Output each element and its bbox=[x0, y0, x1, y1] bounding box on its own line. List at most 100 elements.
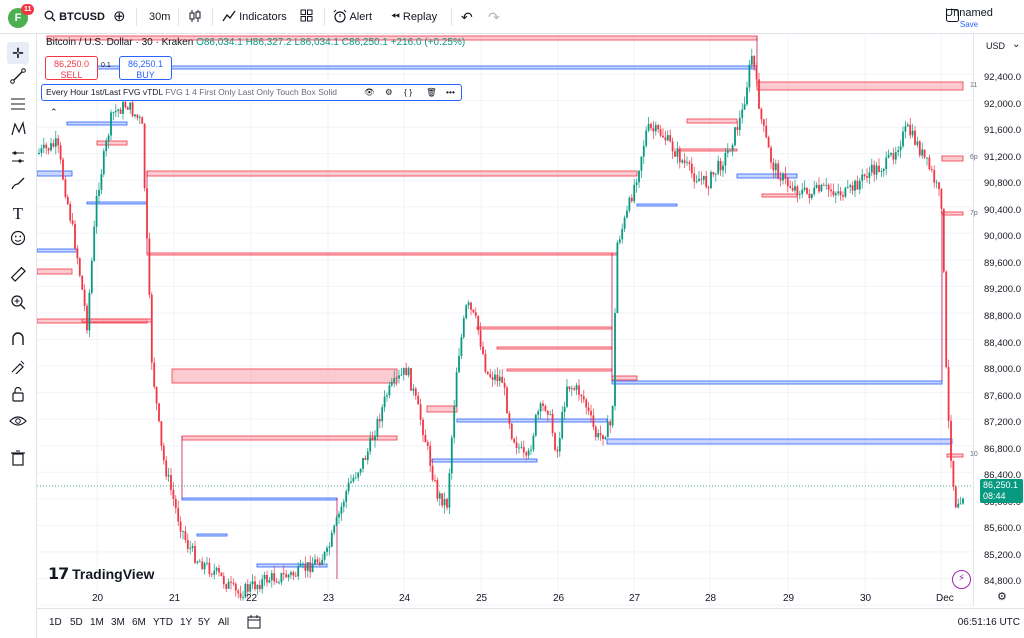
candle-body bbox=[172, 489, 175, 500]
chevron-down-icon[interactable]: ⌄ bbox=[1012, 39, 1021, 50]
magnet-tool[interactable] bbox=[7, 331, 29, 353]
source-code-icon[interactable]: { } bbox=[404, 87, 413, 97]
candle-body bbox=[549, 413, 552, 415]
text-tool[interactable]: T bbox=[7, 203, 29, 225]
settings-icon[interactable]: ⚙︎ bbox=[385, 87, 393, 97]
lightning-icon[interactable]: ⚡︎ bbox=[952, 570, 971, 589]
candle-body bbox=[582, 396, 585, 400]
timeframe-3m[interactable]: 3M bbox=[111, 617, 125, 628]
visibility-tool[interactable] bbox=[7, 412, 29, 434]
notification-badge: 11 bbox=[21, 4, 35, 15]
timeframe-ytd[interactable]: YTD bbox=[153, 617, 173, 628]
fvg-box bbox=[96, 140, 128, 146]
pattern-tool[interactable] bbox=[7, 120, 29, 143]
timeframe-1m[interactable]: 1M bbox=[90, 617, 104, 628]
eye-icon[interactable]: 👁︎ bbox=[364, 87, 375, 97]
candle-body bbox=[945, 271, 948, 368]
fib-tool[interactable] bbox=[7, 95, 29, 117]
fvg-box bbox=[476, 326, 613, 330]
candle-body bbox=[508, 413, 511, 424]
utc-clock[interactable]: 06:51:16 UTC bbox=[957, 617, 1020, 628]
compare-add-button[interactable]: ⊕ bbox=[113, 0, 126, 34]
timeframe-1y[interactable]: 1Y bbox=[180, 617, 193, 628]
candle-body bbox=[638, 170, 640, 183]
collapse-icon[interactable]: ⌃ bbox=[50, 107, 58, 117]
trendline-tool[interactable] bbox=[7, 68, 29, 90]
brush-tool[interactable] bbox=[7, 175, 29, 197]
candle-body bbox=[758, 79, 760, 109]
candle-body bbox=[887, 154, 890, 158]
timeframe-6m[interactable]: 6M bbox=[132, 617, 146, 628]
ohlc-high: H86,327.2 bbox=[245, 37, 292, 48]
candle-body bbox=[911, 130, 914, 136]
top-toolbar: F 11 BTCUSD ⊕ 30m Indicators Alert ⏪︎ Re… bbox=[0, 0, 1024, 34]
spread-value: 0.1 bbox=[101, 62, 111, 69]
fvg-box bbox=[37, 170, 73, 177]
zoom-icon bbox=[11, 295, 26, 310]
crosshair-tool[interactable]: ✛ bbox=[7, 42, 29, 64]
fvg-box bbox=[611, 380, 943, 385]
symbol-search[interactable]: BTCUSD bbox=[44, 0, 105, 34]
candle-body bbox=[844, 187, 847, 197]
timeframe-all[interactable]: All bbox=[218, 617, 230, 628]
lock-drawing-tool[interactable] bbox=[7, 358, 29, 380]
goto-date-button[interactable] bbox=[247, 615, 261, 632]
zoom-tool[interactable] bbox=[7, 294, 29, 316]
tradingview-logo[interactable]: 𝟭𝟳 TradingView bbox=[48, 564, 154, 584]
time-axis[interactable]: 20 21 22 23 24 25 26 27 28 29 30 Dec bbox=[37, 590, 973, 606]
templates-button[interactable] bbox=[300, 0, 313, 34]
checkbox-icon bbox=[946, 9, 959, 22]
gear-icon[interactable]: ⚙︎ bbox=[997, 591, 1007, 603]
replay-button[interactable]: ⏪︎ Replay bbox=[391, 0, 437, 34]
user-avatar[interactable]: F 11 bbox=[8, 4, 35, 28]
indicators-button[interactable]: Indicators bbox=[222, 0, 287, 34]
currency-label[interactable]: USD bbox=[986, 41, 1006, 51]
candle-body bbox=[563, 406, 566, 412]
remove-drawings-tool[interactable] bbox=[7, 450, 29, 472]
candle-body bbox=[174, 499, 177, 509]
candle-body bbox=[491, 376, 494, 380]
logo-text: TradingView bbox=[72, 566, 155, 582]
candle-body bbox=[736, 127, 739, 131]
more-icon[interactable]: ••• bbox=[446, 87, 455, 97]
candle-body bbox=[695, 181, 698, 183]
interval-button[interactable]: 30m bbox=[149, 11, 171, 23]
candle-body bbox=[38, 152, 40, 154]
layout-name: Unnamed bbox=[945, 7, 993, 19]
redo-button[interactable]: ↷ bbox=[488, 0, 500, 34]
text-icon: T bbox=[12, 204, 24, 223]
trash-icon[interactable]: 🗑︎ bbox=[426, 87, 437, 97]
candle-body bbox=[676, 148, 679, 157]
candle-body bbox=[767, 137, 770, 148]
chart-type-button[interactable] bbox=[188, 0, 202, 34]
forecast-tool[interactable] bbox=[7, 148, 29, 170]
candle-body bbox=[136, 114, 139, 118]
lock-tool[interactable] bbox=[7, 386, 29, 408]
price-chart[interactable] bbox=[37, 34, 973, 606]
candle-body bbox=[201, 561, 204, 570]
symbol-title[interactable]: Bitcoin / U.S. Dollar · 30 · Kraken bbox=[46, 37, 194, 48]
alert-button[interactable]: Alert bbox=[333, 0, 372, 34]
price-axis-label: 88,000.0 bbox=[984, 364, 1021, 376]
layout-checkbox[interactable] bbox=[946, 0, 959, 34]
save-layout-button[interactable]: Unnamed Save bbox=[936, 6, 1002, 29]
sell-button[interactable]: 86,250.0 SELL bbox=[45, 56, 98, 80]
candle-body bbox=[683, 160, 686, 164]
timeframe-5d[interactable]: 5D bbox=[70, 617, 83, 628]
undo-button[interactable]: ↶ bbox=[461, 0, 473, 34]
candle-body bbox=[750, 55, 753, 65]
ruler-tool[interactable] bbox=[7, 266, 29, 288]
buy-button[interactable]: 86,250.1 BUY bbox=[119, 56, 172, 80]
candle-body bbox=[143, 123, 146, 189]
emoji-tool[interactable] bbox=[7, 230, 29, 252]
timeframe-1d[interactable]: 1D bbox=[49, 617, 62, 628]
candle-body bbox=[918, 141, 921, 156]
indicator-legend[interactable]: Every Hour 1st/Last FVG vTDL FVG 1 4 Fir… bbox=[41, 84, 462, 101]
timeframe-5y[interactable]: 5Y bbox=[198, 617, 211, 628]
price-axis-label: 89,600.0 bbox=[984, 257, 1021, 269]
forecast-icon bbox=[12, 151, 24, 163]
candle-body bbox=[606, 421, 609, 438]
candle-body bbox=[167, 475, 170, 477]
candle-body bbox=[616, 242, 619, 314]
price-axis[interactable]: USD ⌄ 92,400.0 92,000.0 91,600.0 91,200.0 90… bbox=[973, 34, 1024, 606]
